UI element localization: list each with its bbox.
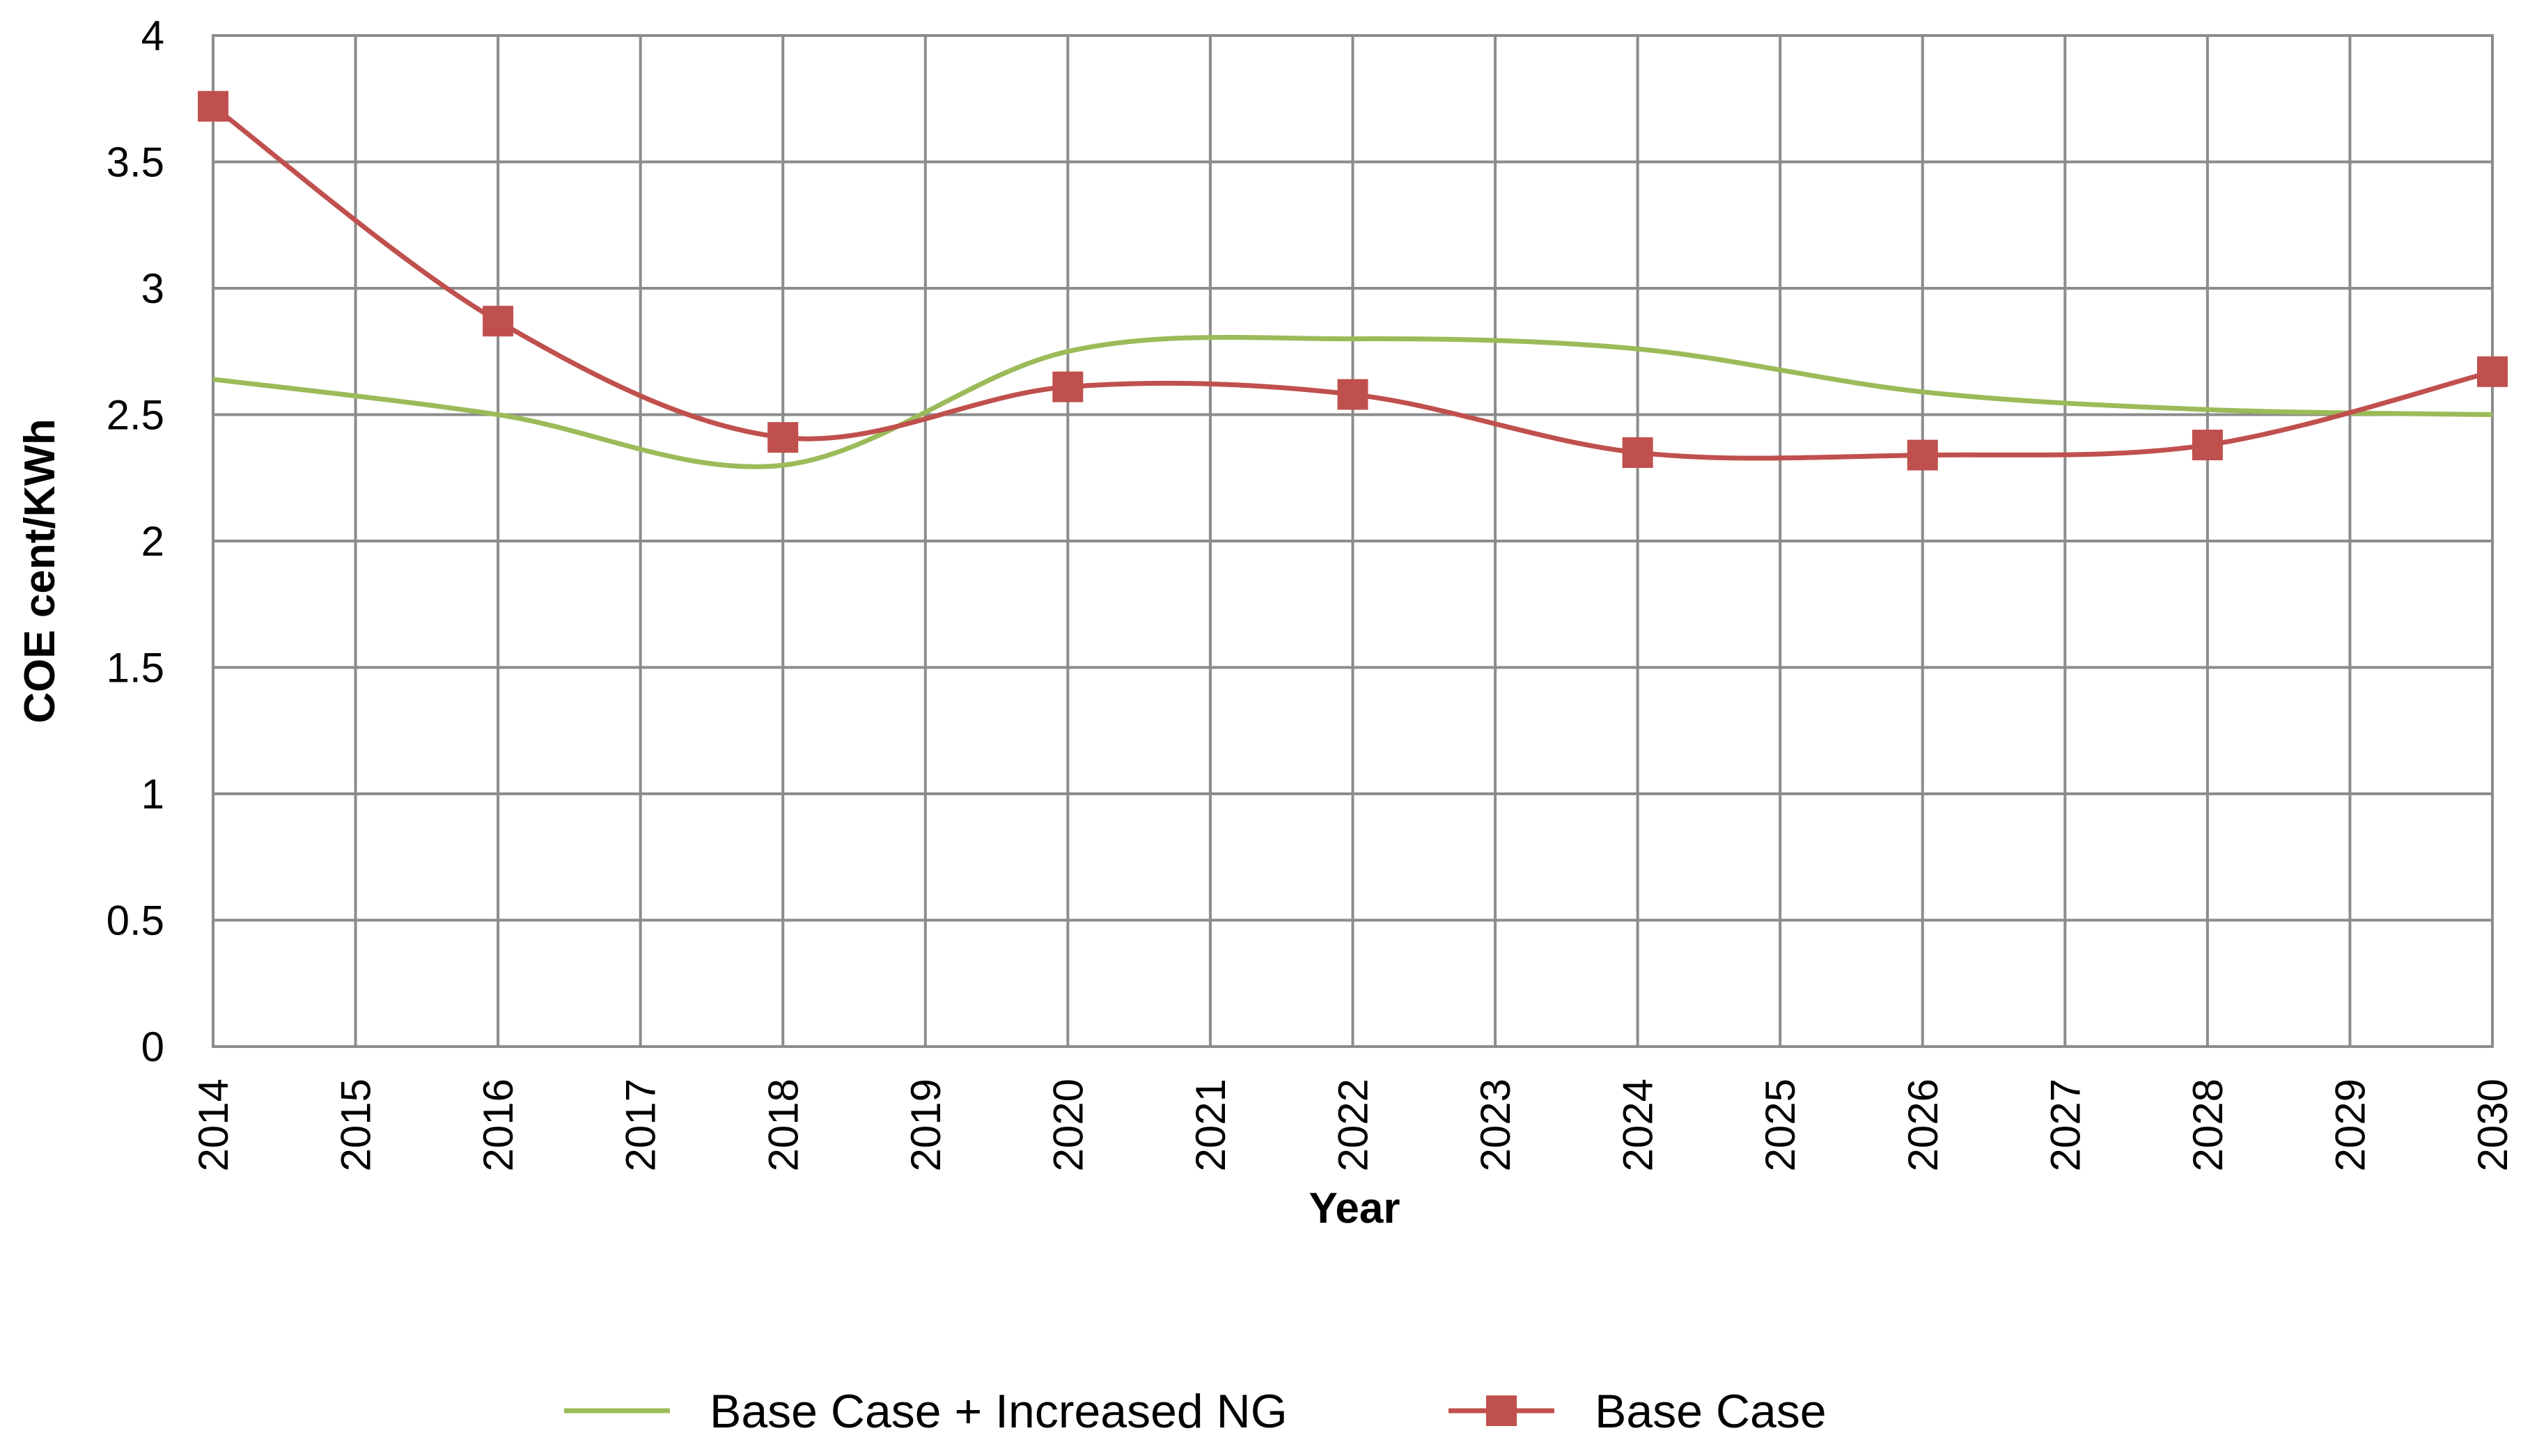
x-tick-label: 2017 [618, 1079, 664, 1171]
x-tick-label: 2014 [190, 1079, 237, 1171]
data-point-marker [2192, 430, 2223, 461]
y-tick-label: 3.5 [107, 139, 164, 186]
y-axis-title: COE cent/KWh [16, 418, 64, 723]
y-tick-label: 2 [141, 518, 164, 565]
data-point-marker [2477, 356, 2508, 387]
y-axis-ticks: 0 0.5 1 1.5 2 2.5 3 3.5 4 [107, 13, 164, 1070]
legend-label: Base Case [1595, 1385, 1827, 1438]
x-axis-ticks: 2014 2015 2016 2017 2018 2019 2020 2021 2022 2023… [190, 1079, 2516, 1171]
y-tick-label: 1.5 [107, 645, 164, 691]
y-tick-label: 4 [141, 13, 164, 59]
legend-label: Base Case + Increased NG [710, 1385, 1288, 1438]
x-tick-label: 2023 [1472, 1079, 1519, 1171]
y-tick-label: 3 [141, 265, 164, 312]
data-point-marker [1622, 437, 1653, 468]
x-tick-label: 2026 [1900, 1079, 1946, 1171]
x-tick-label: 2028 [2185, 1079, 2231, 1171]
data-point-marker [483, 306, 514, 337]
data-point-marker [198, 91, 228, 122]
x-axis-title: Year [1309, 1184, 1400, 1232]
x-tick-label: 2016 [475, 1079, 522, 1171]
x-tick-label: 2025 [1757, 1079, 1804, 1171]
y-tick-label: 0 [141, 1024, 164, 1070]
plot-frame [212, 34, 2494, 1048]
x-tick-label: 2029 [2327, 1079, 2373, 1171]
legend: Base Case + Increased NG Base Case [564, 1385, 1827, 1438]
series-line-base-case-increased-ng [212, 334, 2493, 469]
data-point-marker [767, 422, 799, 453]
data-point-marker [1337, 379, 1368, 410]
y-tick-label: 1 [141, 771, 164, 817]
y-tick-label: 0.5 [107, 898, 164, 944]
x-tick-label: 2018 [760, 1079, 806, 1171]
x-tick-label: 2020 [1045, 1079, 1091, 1171]
x-tick-label: 2022 [1330, 1079, 1377, 1171]
data-point-marker [1052, 371, 1084, 402]
data-point-marker [1907, 439, 1938, 471]
x-tick-label: 2021 [1187, 1079, 1234, 1171]
legend-marker [1486, 1395, 1517, 1426]
series-markers [198, 91, 2508, 471]
y-tick-label: 2.5 [107, 392, 164, 439]
x-tick-label: 2024 [1615, 1079, 1662, 1171]
x-tick-label: 2027 [2042, 1079, 2088, 1171]
x-tick-label: 2019 [903, 1079, 949, 1171]
x-tick-label: 2030 [2469, 1079, 2516, 1171]
grid [212, 34, 2494, 1048]
x-tick-label: 2015 [333, 1079, 380, 1171]
